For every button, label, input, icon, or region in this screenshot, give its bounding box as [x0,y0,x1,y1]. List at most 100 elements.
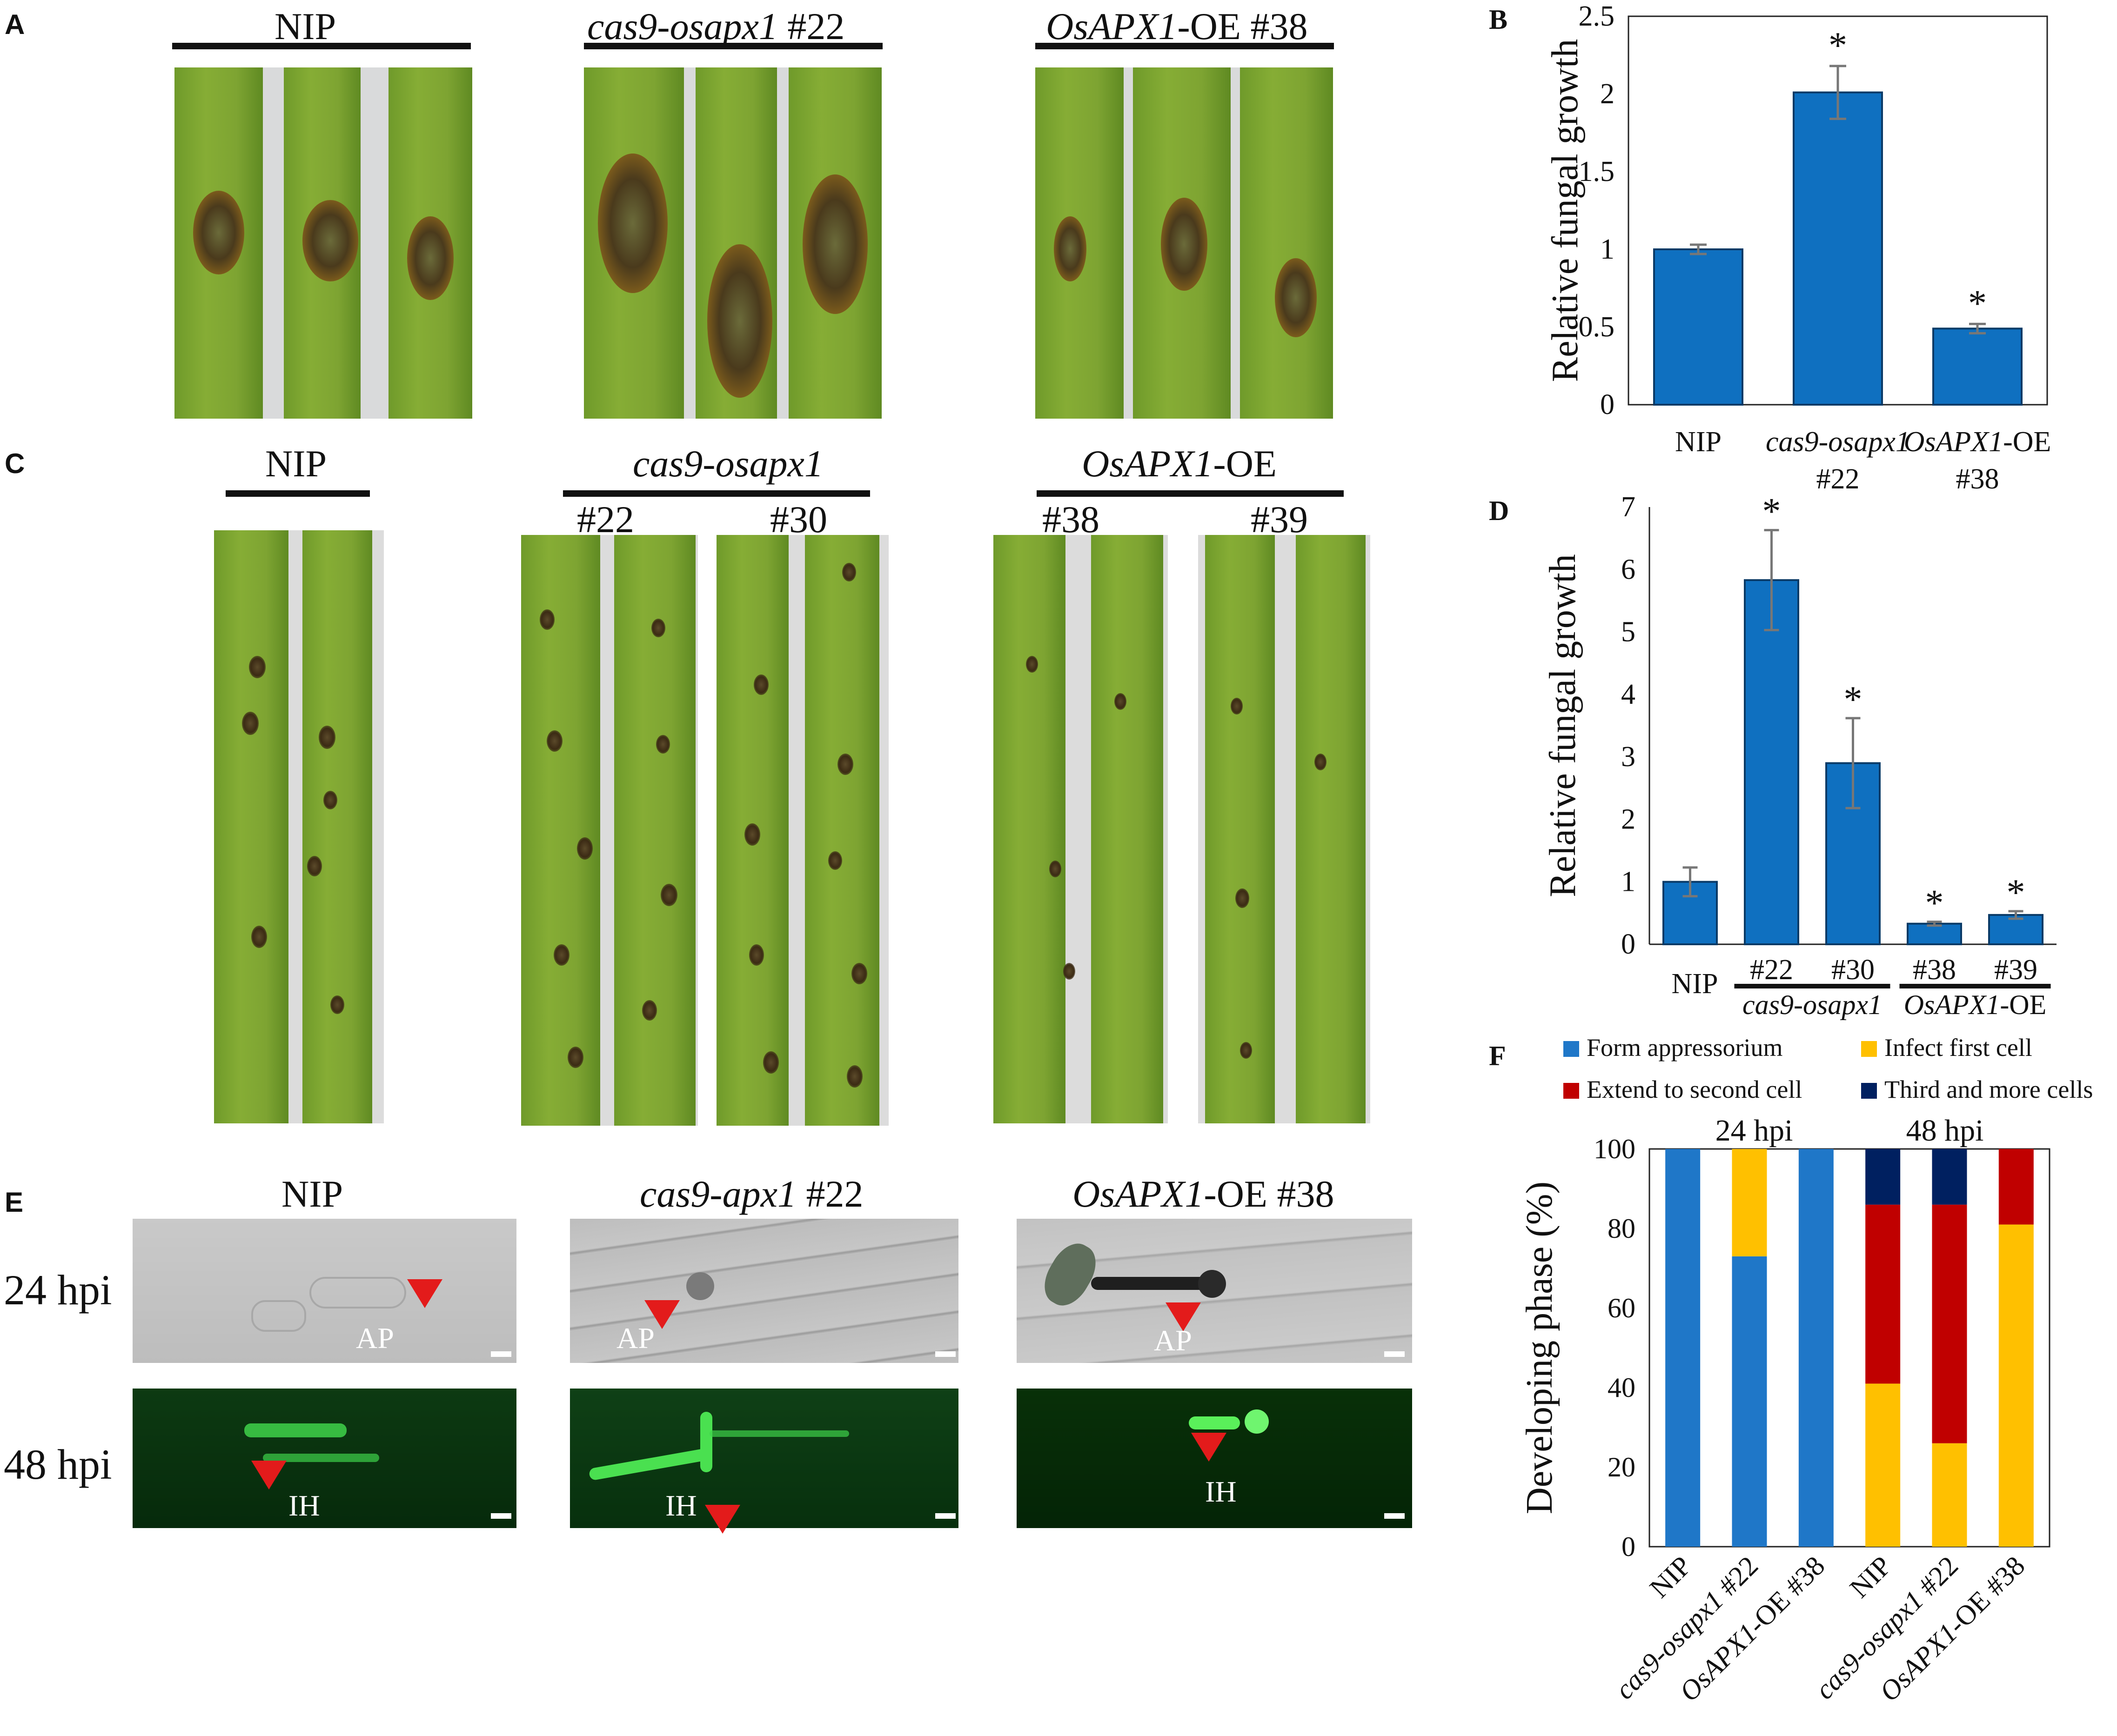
x-tick-label: NIP [1675,426,1722,458]
x-tick-label: #22 [1750,954,1793,986]
x-tick-label: NIP [1672,968,1718,1000]
arrow-icon [1191,1433,1226,1462]
x-tick-label: #39 [1994,954,2037,986]
panel-a-group-label-oe: OsAPX1-OE #38 [1046,5,1308,47]
ih-label: IH [1205,1475,1237,1508]
stacked-bar-segment [1865,1383,1901,1547]
panel-b-chart: 0 0.5 1 1.5 2 2.5 Relative fungal growth NIP * ca… [1545,0,2051,495]
legend-swatch [1861,1083,1877,1099]
ih-label: IH [288,1489,320,1522]
y-tick-label: 1 [1621,866,1635,898]
panel-c-line-30: #30 [770,498,827,541]
panel-c-bar-cas9 [563,490,870,497]
significance-star: * [1762,491,1781,532]
legend-label: Extend to second cell [1587,1075,1802,1103]
x-tick-label-plain: NIP [1844,1550,1897,1604]
panel-c-letter: C [5,448,25,479]
group-label-plain: -OE [2000,989,2046,1020]
x-tick-label-italic: OsAPX1 [1904,426,2003,458]
x-tick-label-italic: cas9-osapx1 [1766,426,1910,458]
y-tick-label: 1 [1600,234,1615,265]
panel-c-photo-39 [1198,535,1370,1123]
panel-c-line-22: #22 [577,498,634,541]
legend-label: Form appressorium [1587,1034,1782,1062]
significance-star: * [2007,872,2025,913]
stacked-bar-segment [1932,1149,1967,1205]
significance-star: * [1829,25,1847,66]
panel-b-letter: B [1489,4,1507,35]
y-tick-label: 0 [1600,389,1615,421]
panel-e-micro-nip-48: IH [133,1389,516,1528]
bar [1793,91,1883,406]
panel-a-photo-cas9 [584,67,882,419]
y-axis-label: Relative fungal growth [1545,39,1586,382]
panel-e-col-oe: OsAPX1-OE #38 [1072,1173,1334,1215]
y-tick-label: 7 [1621,491,1635,523]
panel-e-col-nip: NIP [281,1173,343,1215]
y-tick-label: 4 [1621,679,1635,710]
significance-star: * [1844,679,1862,720]
stacked-bar-segment [1865,1204,1901,1384]
group-label: cas9-osapx1 [1742,989,1882,1020]
ap-label: AP [616,1322,655,1355]
stacked-bar-segment [1998,1224,2034,1547]
panel-d-letter: D [1489,495,1509,526]
y-tick-label: 6 [1621,554,1635,585]
panel-c-photo-38 [993,535,1168,1123]
y-tick-label: 80 [1608,1213,1635,1244]
y-tick-label: 5 [1621,616,1635,648]
stacked-bar-segment [1798,1149,1834,1547]
panel-e-row-48hpi: 48 hpi [4,1441,112,1488]
legend-swatch [1563,1083,1579,1099]
y-tick-label: 20 [1608,1452,1635,1482]
ih-label: IH [665,1489,697,1522]
stacked-bar-segment [1865,1149,1901,1205]
y-tick-label: 3 [1621,741,1635,773]
panel-e-letter: E [5,1187,24,1218]
panel-e-col-cas9: cas9-apx1 #22 [640,1173,864,1215]
panel-a-photo-oe [1035,67,1333,419]
x-tick-label: OsAPX1-OE [1904,426,2051,458]
stacked-bar-segment [1665,1149,1701,1547]
significance-star: * [1925,883,1944,924]
panel-e-micro-cas9-24: AP [570,1219,958,1363]
panel-c-line-38: #38 [1042,498,1099,541]
legend-swatch [1861,1041,1877,1057]
x-tick-label: NIP [1644,1550,1697,1604]
panel-f-letter: F [1489,1041,1506,1071]
panel-e-micro-nip-24: AP [133,1219,516,1363]
panel-e-micro-oe-24: AP [1017,1219,1412,1363]
panel-a-group-bar-nip [172,43,471,49]
legend-label: Infect first cell [1884,1034,2032,1062]
scale-bar [491,1513,511,1519]
y-tick-label: 2 [1621,803,1635,835]
x-tick-label-plain: NIP [1644,1550,1697,1604]
x-tick-label-line2: #22 [1816,463,1860,495]
y-tick-label: 40 [1608,1372,1635,1403]
legend-swatch [1563,1041,1579,1057]
ap-label: AP [1154,1324,1192,1357]
y-tick-label: 2.5 [1579,0,1615,32]
scale-bar [1384,1513,1405,1519]
stacked-bar-segment [1732,1256,1767,1547]
panel-a-group-bar-oe [1035,43,1334,49]
panel-c-bar-oe [1037,490,1344,497]
group-label-italic: cas9-osapx1 [1742,989,1882,1020]
panel-f-chart: 0 20 40 60 80 100 Developing phase (%) Form app… [1519,1034,2093,1707]
panel-c-label-nip: NIP [265,442,327,485]
legend-label: Third and more cells [1884,1075,2093,1103]
panel-a-group-bar-cas9 [584,43,883,49]
panel-c-label-cas9: cas9-osapx1 [633,442,824,485]
panel-c-photo-nip [214,530,384,1123]
stacked-bar-segment [1932,1443,1967,1547]
scale-bar [935,1513,956,1519]
scale-bar [1384,1351,1405,1357]
x-tick-label: cas9-osapx1 [1766,426,1910,458]
stacked-bar-segment [1998,1149,2034,1225]
panel-c-photo-30 [717,535,889,1126]
y-axis-label: Developing phase (%) [1519,1182,1560,1514]
panel-d-chart: 0 1 2 3 4 5 6 7 Relative fungal growth * * * * NIP #22… [1542,491,2057,1020]
time-label: 24 hpi [1715,1114,1793,1148]
time-label: 48 hpi [1906,1114,1984,1148]
